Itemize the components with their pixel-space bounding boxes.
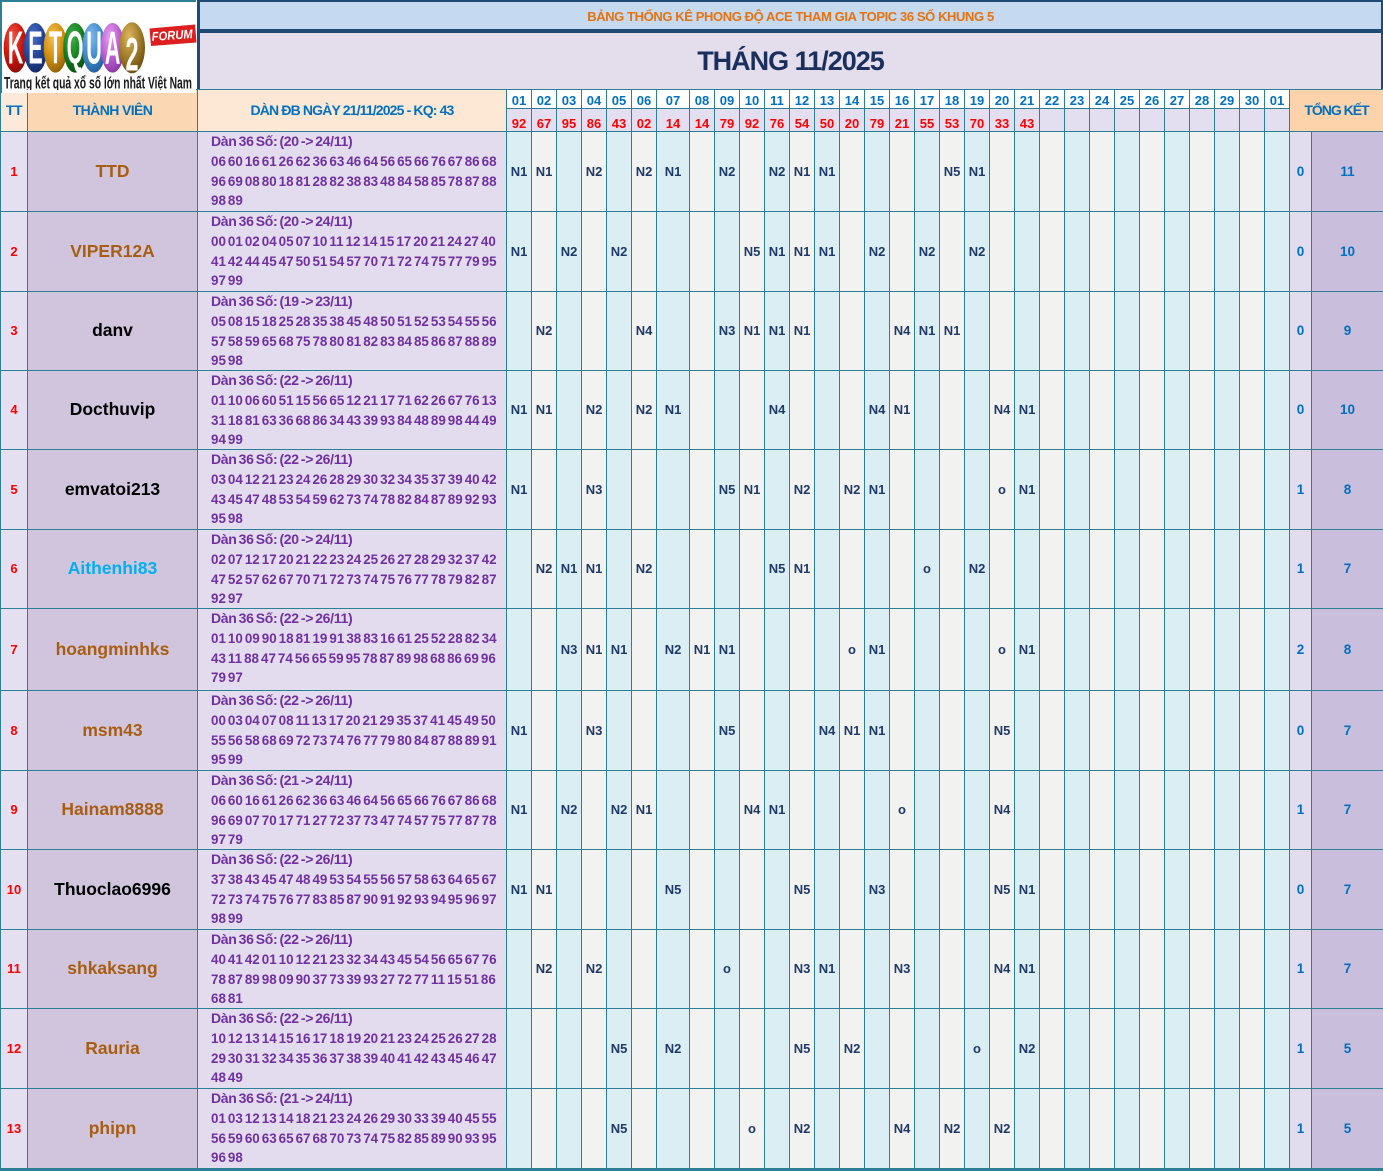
svg-text:FORUM: FORUM	[151, 27, 193, 44]
svg-text:K: K	[8, 21, 24, 73]
svg-text:2: 2	[125, 27, 138, 80]
svg-text:A: A	[105, 21, 121, 73]
svg-text:E: E	[28, 21, 42, 73]
svg-text:T: T	[49, 21, 62, 73]
svg-text:U: U	[86, 21, 102, 73]
svg-text:Q: Q	[67, 21, 84, 73]
svg-text:Trang kết quả xổ số lớn nhất V: Trang kết quả xổ số lớn nhất Việt Nam	[4, 75, 192, 91]
